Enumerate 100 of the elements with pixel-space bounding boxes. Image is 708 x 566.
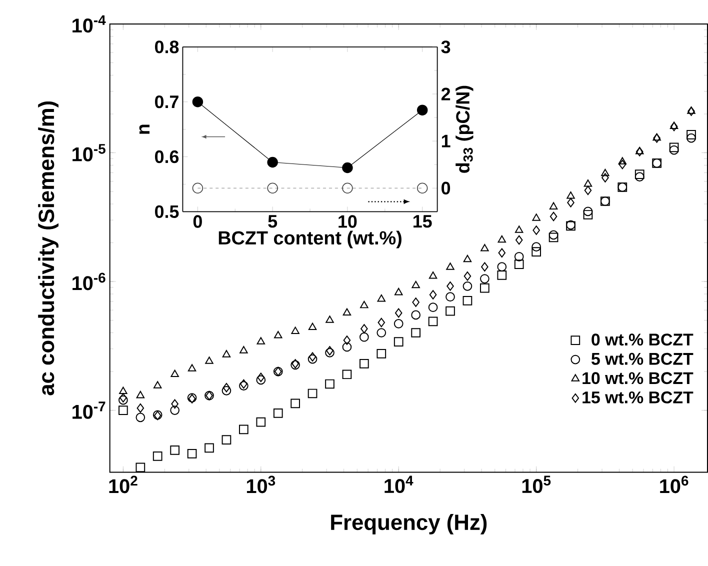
point	[481, 262, 488, 272]
point	[618, 160, 626, 170]
point	[462, 296, 472, 306]
point	[428, 302, 438, 312]
point	[602, 172, 609, 182]
y-tick-label: 10$^{-7}$	[72, 402, 106, 419]
x-axis-title: Frequency (Hz)	[331, 514, 487, 534]
point	[222, 386, 232, 396]
point	[376, 328, 386, 338]
point	[515, 235, 523, 245]
point	[136, 403, 144, 413]
point	[257, 372, 265, 382]
point	[192, 96, 204, 108]
point	[669, 142, 679, 152]
x-tick-label: 0	[193, 215, 202, 228]
y-tick-label: 0.5	[155, 205, 179, 218]
point	[378, 318, 386, 328]
point	[342, 370, 352, 380]
point	[239, 381, 248, 390]
point	[187, 448, 197, 458]
x-axis-title: BCZT content (wt.%)	[218, 230, 402, 248]
point	[188, 364, 196, 372]
y-axis-title: ac conductivity (Siemens/m)	[38, 101, 58, 396]
point	[411, 310, 420, 320]
point	[688, 106, 695, 116]
point	[463, 254, 472, 262]
point	[171, 399, 178, 409]
point	[480, 283, 490, 293]
point	[670, 122, 678, 129]
x-tick-label: 10$^{6}$	[660, 476, 688, 494]
point	[497, 270, 507, 280]
point	[514, 252, 524, 262]
legend-label: 10 wt.% BCZT	[582, 372, 694, 384]
legend-label: 5 wt.% BCZT	[591, 352, 694, 365]
point	[342, 162, 353, 174]
point	[532, 214, 540, 221]
point	[412, 298, 420, 307]
point	[308, 388, 318, 398]
y-tick-label: 10$^{-6}$	[72, 272, 106, 290]
point	[256, 375, 266, 385]
point	[118, 406, 128, 415]
point	[153, 381, 162, 388]
point	[498, 235, 506, 243]
point	[686, 133, 696, 143]
point	[601, 168, 610, 176]
point	[152, 451, 162, 461]
point	[566, 191, 575, 199]
point	[170, 445, 180, 455]
point	[635, 146, 644, 154]
point	[480, 244, 489, 252]
point	[514, 226, 524, 233]
point	[222, 350, 231, 358]
point	[583, 206, 593, 216]
point	[118, 395, 128, 405]
point	[240, 379, 248, 389]
point	[446, 262, 454, 270]
point	[446, 306, 455, 316]
point	[325, 379, 334, 389]
point	[394, 308, 402, 318]
point	[550, 212, 558, 222]
point	[239, 424, 248, 434]
point	[120, 393, 127, 402]
x-tick-label: 5	[268, 215, 278, 228]
point	[326, 346, 334, 356]
point	[669, 145, 679, 155]
point	[584, 186, 592, 196]
point	[273, 408, 283, 418]
point	[308, 352, 316, 362]
point	[583, 210, 593, 220]
point	[170, 370, 179, 377]
point	[325, 348, 334, 358]
point	[170, 406, 180, 415]
y-tick-label: 0.8	[155, 40, 179, 54]
point	[464, 271, 472, 281]
y-tick-label: 10$^{-4}$	[72, 15, 106, 33]
point	[291, 326, 300, 334]
point	[343, 335, 351, 345]
point	[498, 248, 506, 258]
point	[377, 294, 386, 302]
point	[634, 170, 644, 179]
point	[446, 281, 454, 291]
point	[532, 242, 542, 252]
legend-label: 15 wt.% BCZT	[582, 391, 694, 404]
point	[394, 337, 404, 346]
point	[136, 462, 146, 472]
point	[548, 232, 558, 242]
y-tick-label: 0.6	[155, 150, 179, 164]
point	[360, 332, 369, 342]
point	[652, 133, 661, 141]
point	[549, 202, 558, 210]
point	[584, 179, 592, 187]
point	[670, 122, 678, 132]
x-tick-label: 10$^{4}$	[384, 476, 414, 493]
point	[308, 354, 318, 364]
point	[342, 308, 352, 316]
point	[360, 324, 368, 334]
point	[532, 226, 540, 235]
point	[416, 104, 428, 116]
point	[119, 386, 128, 394]
point	[412, 280, 420, 288]
